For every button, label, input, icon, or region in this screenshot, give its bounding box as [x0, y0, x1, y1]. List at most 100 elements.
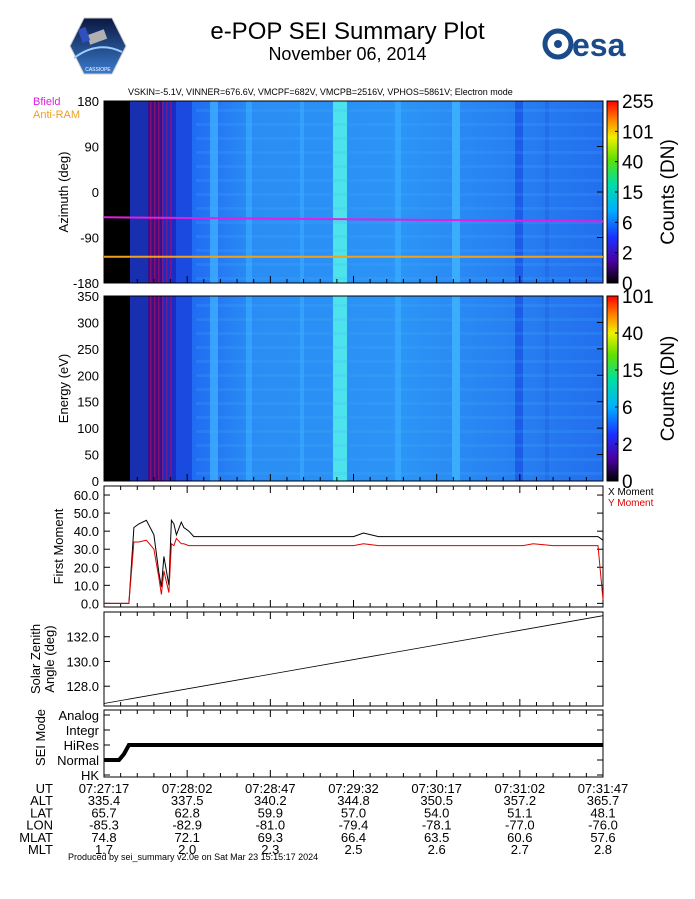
colorbar-tick-label: 40 [622, 153, 643, 174]
y-tick-label: 150 [77, 395, 99, 410]
overlay-line-bfield [103, 216, 604, 223]
heatmap-streak [162, 101, 164, 283]
mode-level-label: Normal [57, 753, 99, 768]
heatmap-band [196, 346, 603, 349]
heatmap-streak [166, 101, 168, 283]
colorbar-tick-label: 6 [622, 398, 633, 419]
heatmap-band [196, 458, 603, 461]
heatmap-band [196, 277, 603, 280]
axis-table-value: 48.1 [590, 805, 615, 820]
axis-table-value: 07:27:17 [79, 781, 130, 796]
heatmap-band [196, 109, 603, 112]
y-axis-label: Solar Zenith [28, 624, 43, 694]
axis-table-label: LON [26, 818, 53, 833]
colorbar-tick-label: 2 [622, 435, 633, 456]
axis-table-value: 1.7 [95, 842, 113, 857]
heatmap-band [196, 430, 603, 433]
heatmap-band [196, 332, 603, 335]
y-tick-label: 10.0 [74, 578, 99, 593]
data-gap [104, 296, 130, 481]
colorbar-label: Counts (DN) [658, 139, 679, 245]
heatmap-band [196, 123, 603, 126]
heatmap-streak [300, 101, 304, 283]
axis-table-value: -77.0 [505, 818, 535, 833]
mode-level-label: HiRes [64, 738, 100, 753]
azimuth-panel: 180 90 0 -90 -180 Azimuth (deg) [56, 94, 604, 291]
heatmap-streak [210, 296, 218, 481]
axis-table-value: -85.3 [89, 818, 119, 833]
heatmap-streak [452, 296, 460, 481]
axis-table-value: 07:28:02 [162, 781, 213, 796]
heatmap-column [162, 296, 176, 481]
axis-table-value: -76.0 [588, 818, 618, 833]
esa-logo: esa [542, 27, 626, 63]
x-moment-legend: X Moment [608, 487, 654, 498]
axis-table-value: 66.4 [341, 830, 366, 845]
heatmap-band [196, 472, 603, 475]
axis-table-value: 340.2 [254, 793, 287, 808]
colorbar-tick-label: 15 [622, 361, 643, 382]
y-axis-label: Azimuth (deg) [56, 152, 71, 233]
axis-table-value: 344.8 [337, 793, 370, 808]
axis-table-label: LAT [30, 805, 53, 820]
y-tick-label: 40.0 [74, 524, 99, 539]
axis-table-value: 2.3 [261, 842, 279, 857]
colorbar-tick-label: 101 [622, 287, 654, 308]
heatmap-streak [545, 101, 549, 283]
axis-table-value: 54.0 [424, 805, 449, 820]
cassiope-logo-text: CASSIOPE [85, 67, 111, 73]
instrument-params: VSKIN=-5.1V, VINNER=676.6V, VMCPF=682V, … [128, 87, 513, 97]
y-tick-label: 20.0 [74, 560, 99, 575]
plot-date: November 06, 2014 [268, 44, 427, 64]
colorbar-tick-label: 0 [622, 472, 633, 493]
y-tick-label: -90 [80, 231, 99, 246]
heatmap-band [196, 193, 603, 196]
colorbar [606, 295, 619, 482]
y-tick-label: 0.0 [81, 596, 99, 611]
heatmap-band [196, 165, 603, 168]
axis-table-value: 337.5 [171, 793, 204, 808]
y-tick-label: 300 [77, 315, 99, 330]
heatmap-streak [333, 101, 347, 283]
heatmap-streak [150, 101, 152, 283]
heatmap-streak [150, 296, 152, 481]
mode-level-label: Analog [59, 708, 99, 723]
heatmap-band [196, 263, 603, 266]
axis-table-value: 59.9 [258, 805, 283, 820]
axis-table-value: -81.0 [256, 818, 286, 833]
axis-table-value: 07:31:02 [495, 781, 546, 796]
heatmap-band [196, 388, 603, 391]
heatmap-streak [162, 296, 164, 481]
moment-panel: 60.0 50.0 40.0 30.0 20.0 10.0 0.0 First Moment [51, 485, 604, 611]
y-tick-label: 50.0 [74, 506, 99, 521]
axis-table-value: 350.5 [420, 793, 453, 808]
heatmap-band [196, 416, 603, 419]
y-tick-label: 130.0 [66, 654, 99, 669]
antiram-legend: Anti-RAM [33, 109, 81, 121]
axis-table-value: -82.9 [172, 818, 202, 833]
axis-table-value: 63.5 [424, 830, 449, 845]
heatmap-column [162, 101, 176, 283]
axis-table-value: 62.8 [175, 805, 200, 820]
series-x-moment [104, 518, 604, 604]
heatmap-column [176, 101, 192, 283]
heatmap-streak [158, 101, 160, 283]
heatmap-band [196, 374, 603, 377]
axis-table-value: 2.0 [178, 842, 196, 857]
axis-table-value: 335.4 [88, 793, 121, 808]
heatmap-band [196, 235, 603, 238]
y-axis-label: SEI Mode [33, 709, 48, 766]
sza-panel: 132.0 130.0 128.0 Solar Zenith Angle (deg) [28, 611, 604, 707]
heatmap-band [196, 444, 603, 447]
azimuth-colorbar: 255 101 40 15 6 2 0 Counts (DN) [606, 92, 679, 295]
y-tick-label: 132.0 [66, 630, 99, 645]
heatmap-streak [246, 101, 252, 283]
y-tick-label: 128.0 [66, 679, 99, 694]
heatmap-streak [246, 296, 252, 481]
y-axis-label: First Moment [51, 508, 66, 584]
heatmap-column [130, 296, 148, 481]
axis-table-label: MLT [28, 842, 53, 857]
axis-table-value: 60.6 [507, 830, 532, 845]
